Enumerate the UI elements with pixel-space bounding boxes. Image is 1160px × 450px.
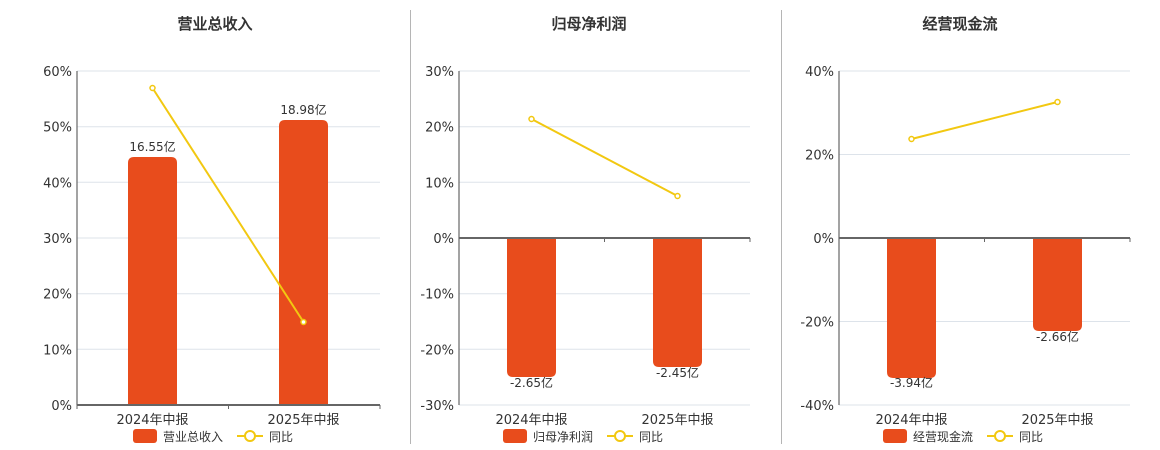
svg-text:10%: 10%	[43, 343, 72, 358]
bars	[887, 238, 1082, 378]
legend-line-icon[interactable]	[987, 429, 1014, 443]
y-axis-ticks: 30% 20% 10% 0% -10% -20% -30%	[420, 65, 454, 414]
chart-panel-revenue: 营业总收入 60% 50% 40% 30% 20% 10% 0% 16.55亿 …	[0, 0, 410, 450]
bar-label: 18.98亿	[280, 102, 326, 117]
svg-text:50%: 50%	[43, 121, 72, 136]
legend: 经营现金流 同比	[883, 428, 1043, 444]
chart-net-profit-plot: 30% 20% 10% 0% -10% -20% -30% -2.65亿 -2.…	[420, 65, 751, 428]
x-category-label: 2025年中报	[641, 413, 713, 428]
bar-2024[interactable]	[507, 238, 556, 377]
svg-text:30%: 30%	[425, 65, 454, 80]
yoy-point[interactable]	[528, 115, 535, 123]
svg-text:20%: 20%	[43, 288, 72, 303]
legend-line-label[interactable]: 同比	[639, 429, 664, 444]
yoy-line	[528, 115, 681, 200]
svg-text:30%: 30%	[43, 232, 72, 247]
bar-2025[interactable]	[653, 238, 702, 367]
svg-text:-20%: -20%	[800, 316, 834, 331]
legend-bar-label[interactable]: 经营现金流	[913, 429, 974, 444]
legend-line-label[interactable]: 同比	[269, 429, 294, 444]
chart-title: 经营现金流	[922, 15, 998, 33]
chart-panel-net-profit: 归母净利润 30% 20% 10% 0% -10% -20% -30% -2.6…	[411, 0, 781, 450]
legend-bar-label[interactable]: 营业总收入	[163, 429, 224, 444]
legend: 归母净利润 同比	[503, 428, 663, 444]
bar-label: -2.66亿	[1036, 329, 1079, 344]
bar-label: -2.45亿	[656, 365, 699, 380]
svg-text:40%: 40%	[805, 65, 834, 80]
x-category-label: 2025年中报	[267, 413, 339, 428]
bar-2024[interactable]	[887, 238, 936, 378]
chart-cash-flow-plot: 40% 20% 0% -20% -40% -3.94亿 -2.66亿 2024年…	[800, 65, 1131, 428]
svg-text:-30%: -30%	[420, 399, 454, 414]
chart-title: 营业总收入	[177, 15, 253, 33]
svg-text:20%: 20%	[425, 121, 454, 136]
svg-text:0%: 0%	[433, 232, 454, 247]
x-category-label: 2024年中报	[495, 413, 567, 428]
svg-text:-40%: -40%	[800, 399, 834, 414]
svg-text:20%: 20%	[805, 149, 834, 164]
legend-bar-label[interactable]: 归母净利润	[533, 429, 594, 444]
bars	[507, 238, 702, 377]
chart-panel-operating-cash-flow: 经营现金流 40% 20% 0% -20% -40% -3.94亿 -2.66亿	[782, 0, 1160, 450]
x-category-label: 2025年中报	[1021, 413, 1093, 428]
y-axis-ticks: 40% 20% 0% -20% -40%	[800, 65, 834, 414]
legend-line-label[interactable]: 同比	[1019, 429, 1044, 444]
legend-bar-swatch[interactable]	[133, 429, 157, 443]
bars	[128, 120, 328, 405]
yoy-point[interactable]	[1054, 98, 1061, 106]
chart-title: 归母净利润	[551, 15, 627, 33]
svg-text:-10%: -10%	[420, 288, 454, 303]
legend-line-icon[interactable]	[237, 429, 264, 443]
svg-text:60%: 60%	[43, 65, 72, 80]
svg-text:-20%: -20%	[420, 343, 454, 358]
legend: 营业总收入 同比	[133, 428, 293, 444]
yoy-line	[149, 84, 307, 326]
x-category-label: 2024年中报	[116, 413, 188, 428]
svg-text:0%: 0%	[51, 399, 72, 414]
bar-label: 16.55亿	[129, 139, 175, 154]
yoy-point[interactable]	[300, 318, 307, 326]
x-category-label: 2024年中报	[875, 413, 947, 428]
legend-bar-swatch[interactable]	[503, 429, 527, 443]
svg-text:0%: 0%	[813, 232, 834, 247]
svg-text:10%: 10%	[425, 176, 454, 191]
yoy-point[interactable]	[908, 135, 915, 143]
bar-2025[interactable]	[1033, 238, 1082, 331]
legend-line-icon[interactable]	[607, 429, 634, 443]
chart-revenue-plot: 60% 50% 40% 30% 20% 10% 0% 16.55亿 18.98亿…	[43, 65, 381, 428]
yoy-point[interactable]	[149, 84, 156, 92]
bar-2025[interactable]	[279, 120, 328, 405]
y-axis-ticks: 60% 50% 40% 30% 20% 10% 0%	[43, 65, 72, 414]
gridlines	[77, 70, 380, 350]
panel-divider	[781, 10, 782, 444]
bar-label: -2.65亿	[510, 375, 553, 390]
legend-bar-swatch[interactable]	[883, 429, 907, 443]
svg-text:40%: 40%	[43, 176, 72, 191]
bar-label: -3.94亿	[890, 375, 933, 390]
panel-divider	[410, 10, 411, 444]
yoy-point[interactable]	[674, 192, 681, 200]
bar-2024[interactable]	[128, 157, 177, 405]
yoy-line	[908, 98, 1061, 143]
